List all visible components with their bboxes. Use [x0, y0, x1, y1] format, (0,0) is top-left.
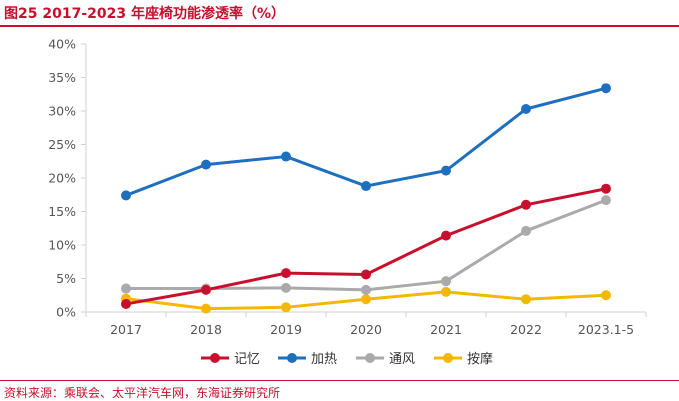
legend-label: 按摩	[467, 351, 493, 367]
series-line-1	[125, 86, 607, 197]
data-point	[361, 269, 371, 280]
chart-axes: 0% 5% 10% 15% 20% 25% 30% 35% 40% 2017 2018 2019 202…	[48, 37, 647, 337]
line-chart: 0% 5% 10% 15% 20% 25% 30% 35% 40% 2017 2018 2019 202…	[48, 37, 647, 367]
x-tick-label: 2022	[510, 322, 542, 337]
x-tick-label: 2019	[270, 322, 302, 337]
data-point	[601, 183, 611, 194]
source-note: 资料来源：乘联会、太平洋汽车网，东海证券研究所	[4, 386, 281, 400]
footer-divider	[0, 380, 679, 381]
y-tick-label: 15%	[48, 204, 76, 219]
data-point	[281, 282, 291, 293]
series-points	[121, 83, 611, 314]
y-tick-label: 10%	[48, 238, 76, 253]
data-point	[521, 225, 531, 236]
title-divider	[0, 25, 679, 27]
data-point	[201, 284, 211, 295]
data-point	[121, 298, 131, 309]
x-tick-label: 2018	[190, 322, 222, 337]
legend-swatch-marker	[287, 353, 297, 363]
legend-label: 通风	[389, 352, 415, 367]
legend-swatch-marker	[443, 353, 453, 363]
data-point	[201, 303, 211, 314]
y-tick-label: 0%	[56, 305, 76, 320]
data-point	[521, 199, 531, 210]
figure-title: 图25 2017-2023 年座椅功能渗透率（%）	[4, 6, 285, 22]
data-point	[441, 276, 451, 287]
legend-label: 加热	[311, 352, 337, 367]
data-point	[281, 268, 291, 279]
data-point	[441, 165, 451, 176]
legend-swatch-marker	[210, 353, 220, 363]
x-tick-label: 2021	[430, 322, 462, 337]
data-point	[281, 151, 291, 162]
y-tick-label: 30%	[48, 104, 76, 119]
data-point	[121, 190, 131, 201]
x-tick-label: 2020	[350, 322, 382, 337]
legend-label: 记忆	[234, 351, 260, 367]
y-tick-label: 5%	[56, 271, 76, 286]
data-point	[601, 83, 611, 94]
y-tick-label: 35%	[48, 70, 76, 85]
y-tick-label: 25%	[48, 137, 76, 152]
data-point	[441, 230, 451, 241]
data-point	[121, 283, 131, 294]
data-point	[361, 294, 371, 305]
y-tick-label: 40%	[48, 37, 76, 52]
x-tick-label: 2023.1-5	[578, 322, 634, 337]
data-point	[521, 103, 531, 114]
data-point	[201, 159, 211, 170]
data-point	[361, 284, 371, 295]
data-point	[601, 290, 611, 301]
x-tick-label: 2017	[110, 322, 142, 337]
legend-swatch-marker	[365, 353, 375, 363]
chart-legend: 记忆 加热 通风 按摩	[201, 351, 493, 367]
data-point	[361, 181, 371, 192]
data-point	[441, 286, 451, 297]
y-tick-label: 20%	[48, 171, 76, 186]
data-point	[281, 302, 291, 313]
data-point	[601, 195, 611, 206]
data-point	[521, 294, 531, 305]
